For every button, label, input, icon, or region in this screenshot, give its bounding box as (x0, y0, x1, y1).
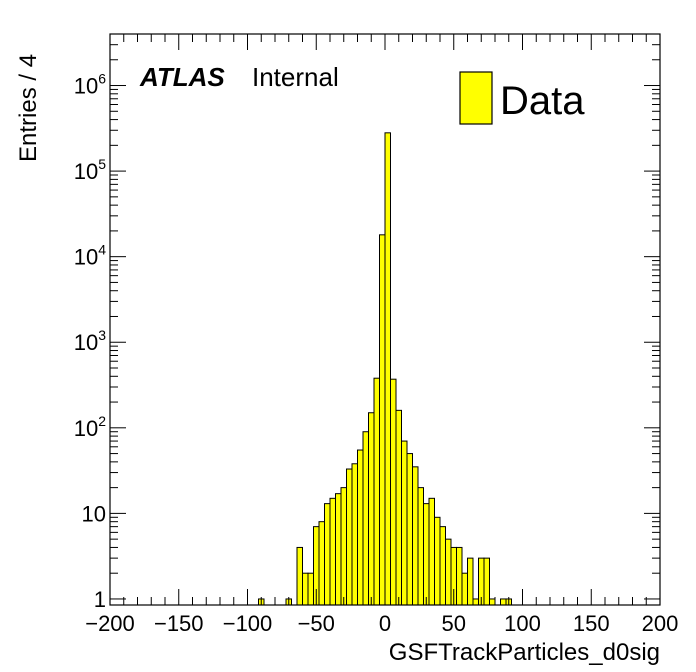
x-tick-label: 0 (379, 611, 391, 636)
x-axis-label: GSFTrackParticles_d0sig (389, 639, 660, 666)
y-tick-label: 106 (74, 71, 106, 99)
histogram-bin (318, 521, 325, 606)
y-tick-label: 103 (74, 327, 106, 355)
histogram-bin (329, 497, 336, 606)
histogram-bin (373, 377, 380, 606)
histogram-bin (395, 409, 402, 606)
x-tick-labels: −200 −150 −100 −50 0 50 100 150 200 (85, 611, 678, 636)
y-axis-label: Entries / 4 (15, 54, 42, 162)
x-tick-label: −200 (85, 611, 135, 636)
histogram-bin (423, 503, 430, 606)
y-tick-label: 1 (94, 587, 106, 612)
histogram-bin (417, 487, 424, 606)
experiment-label: ATLAS (139, 62, 225, 92)
histogram-bin (439, 526, 446, 606)
histogram-bin (379, 234, 386, 606)
histogram-bin (472, 598, 479, 606)
legend-swatch-data (459, 71, 493, 125)
histogram-bin (296, 546, 303, 606)
histogram-bin (428, 497, 435, 606)
y-tick-label: 104 (74, 242, 106, 270)
histogram-bin (445, 538, 452, 606)
histogram-bin (324, 503, 331, 606)
histogram-bin (500, 598, 507, 606)
x-tick-label: 200 (642, 611, 679, 636)
y-tick-label: 105 (74, 156, 106, 184)
x-tick-label: −50 (298, 611, 335, 636)
histogram-bin (307, 572, 314, 606)
x-tick-label: −100 (223, 611, 273, 636)
x-tick-label: −150 (154, 611, 204, 636)
histogram-bin (467, 557, 474, 606)
y-tick-labels: 1 10 102 103 104 105 106 (74, 71, 106, 612)
histogram-bin (456, 546, 463, 606)
histogram-bin (340, 487, 347, 606)
x-tick-label: 100 (504, 611, 541, 636)
legend-label-data: Data (500, 79, 585, 123)
histogram-bin (401, 440, 408, 606)
histogram-bin (483, 557, 490, 606)
status-label: Internal (252, 62, 339, 92)
histogram-bin (368, 412, 375, 606)
histogram-bin (434, 516, 441, 606)
histogram-bin (357, 449, 364, 606)
histogram-bin (406, 453, 413, 606)
legend: Data (459, 71, 585, 125)
plot-frame (109, 33, 661, 606)
y-tick-label: 102 (74, 413, 106, 441)
axis-ticks (109, 33, 661, 605)
y-tick-label: 10 (82, 501, 106, 526)
histogram-bin (351, 463, 358, 606)
histogram-bin (412, 466, 419, 606)
histogram-bin (384, 132, 391, 606)
histogram-bin (362, 431, 369, 606)
histogram-bin (390, 378, 397, 606)
histogram-bin (489, 598, 496, 606)
histogram-bin (302, 572, 309, 606)
x-tick-label: 150 (573, 611, 610, 636)
histogram-bin (346, 468, 353, 606)
histogram-bin (335, 493, 342, 606)
x-tick-label: 50 (442, 611, 466, 636)
histogram-bin (461, 572, 468, 606)
